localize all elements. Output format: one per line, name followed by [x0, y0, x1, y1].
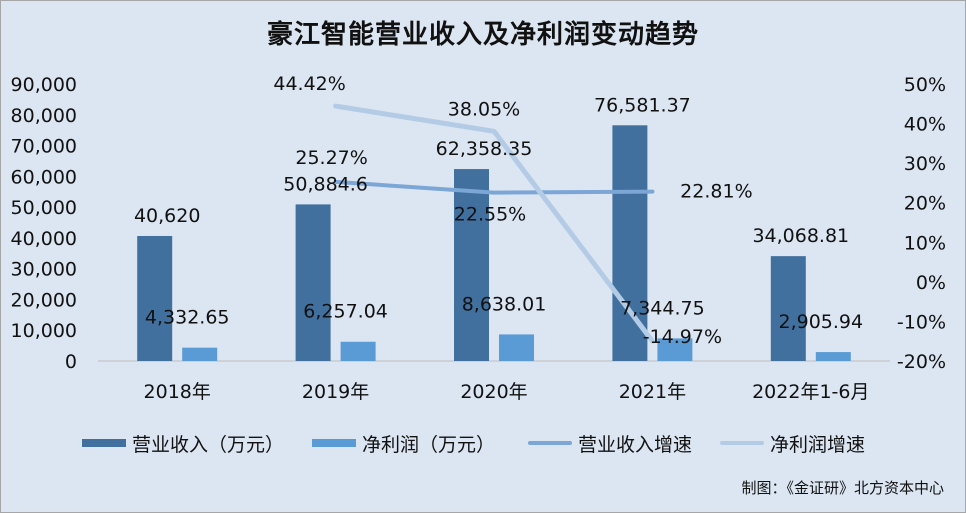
profit-bar [340, 341, 376, 361]
revenue-growth-label: 25.27% [295, 147, 367, 169]
revenue-growth-label: 22.55% [454, 204, 526, 226]
source-note: 制图：《金证研》北方资本中心 [741, 479, 944, 497]
profit-value-label: 6,257.04 [303, 301, 388, 323]
y-right-tick-label: 0% [916, 272, 946, 294]
revenue-value-label: 40,620 [134, 205, 200, 227]
x-tick-label: 2019年 [302, 381, 369, 403]
profit-bar [499, 334, 534, 361]
legend-swatch-revenue [82, 439, 126, 447]
y-left-tick-label: 60,000 [11, 166, 77, 188]
profit-bar [815, 352, 851, 361]
profit-value-label: 4,332.65 [145, 307, 230, 329]
revenue-value-label: 50,884.6 [283, 173, 368, 195]
y-left-tick-label: 10,000 [11, 320, 77, 342]
legend: 营业收入（万元） 净利润（万元） 营业收入增速 净利润增速 [0, 428, 966, 458]
revenue-growth-line [333, 179, 655, 195]
bars [137, 125, 851, 361]
revenue-bar [137, 235, 173, 361]
legend-label-revenue-growth: 营业收入增速 [578, 433, 693, 456]
y-right-tick-label: 10% [904, 232, 946, 254]
revenue-bar [770, 256, 806, 361]
legend-item-profit: 净利润（万元） [312, 428, 495, 458]
revenue-value-label: 34,068.81 [752, 225, 849, 247]
x-tick-label: 2018年 [144, 381, 211, 403]
y-right-tick-label: 50% [904, 74, 946, 96]
axes: 0 10,000 20,000 30,000 40,000 50,000 60,000 70,… [11, 74, 946, 403]
data-labels: 40,620 50,884.6 62,358.35 76,581.37 34,068.8… [134, 73, 863, 348]
y-right-tick-label: -10% [897, 311, 946, 333]
legend-item-profit-growth: 净利润增速 [720, 428, 865, 458]
y-left-tick-label: 80,000 [11, 105, 77, 127]
revenue-bar [612, 125, 648, 361]
revenue-value-label: 62,358.35 [436, 138, 533, 160]
profit-bar [657, 338, 693, 361]
y-right-tick-label: 20% [904, 193, 946, 215]
profit-value-label: 8,638.01 [462, 293, 547, 315]
y-left-tick-label: 40,000 [11, 228, 77, 250]
profit-growth-line [333, 103, 655, 344]
y-right-tick-label: 30% [904, 153, 946, 175]
y-left-tick-label: 30,000 [11, 259, 77, 281]
legend-swatch-profit-growth [720, 441, 764, 445]
profit-value-label: 2,905.94 [778, 311, 863, 333]
y-right-tick-label: 40% [904, 114, 946, 136]
revenue-value-label: 76,581.37 [594, 94, 691, 116]
legend-label-profit: 净利润（万元） [362, 433, 496, 456]
y-left-tick-label: 20,000 [11, 289, 77, 311]
lines [333, 103, 655, 344]
legend-label-profit-growth: 净利润增速 [770, 433, 866, 456]
revenue-growth-label: 22.81% [680, 181, 752, 203]
profit-growth-label: -14.97% [643, 326, 722, 348]
y-right-tick-label: -20% [897, 351, 946, 373]
x-tick-label: 2021年 [619, 381, 686, 403]
y-left-tick-label: 90,000 [11, 74, 77, 96]
profit-growth-label: 38.05% [448, 98, 520, 120]
legend-swatch-profit [312, 439, 356, 447]
profit-growth-label: 44.42% [273, 73, 345, 95]
y-left-tick-label: 50,000 [11, 197, 77, 219]
x-tick-label: 2020年 [460, 381, 527, 403]
chart-title: 豪江智能营业收入及净利润变动趋势 [266, 20, 699, 50]
x-tick-label: 2022年1-6月 [752, 381, 869, 403]
legend-item-revenue: 营业收入（万元） [82, 428, 284, 458]
revenue-bar [295, 204, 331, 361]
profit-value-label: 7,344.75 [620, 297, 705, 319]
legend-item-revenue-growth: 营业收入增速 [528, 428, 692, 458]
y-left-tick-label: 70,000 [11, 136, 77, 158]
y-left-tick-label: 0 [65, 351, 77, 373]
revenue-bar [454, 169, 489, 361]
profit-bar [182, 347, 218, 361]
legend-swatch-revenue-growth [528, 441, 572, 445]
legend-label-revenue: 营业收入（万元） [132, 433, 285, 456]
